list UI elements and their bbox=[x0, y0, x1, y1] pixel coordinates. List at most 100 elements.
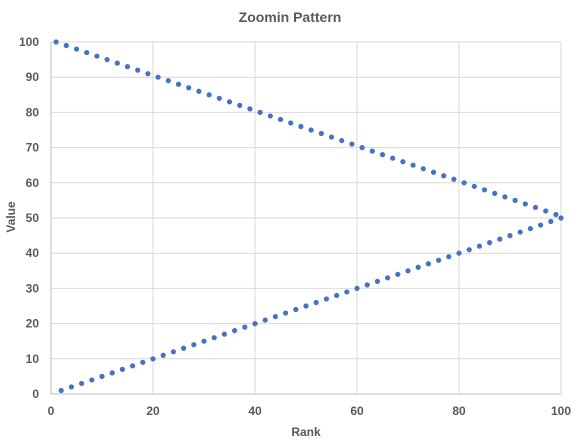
data-point bbox=[385, 275, 391, 281]
data-point bbox=[63, 42, 69, 49]
data-point bbox=[68, 384, 74, 390]
data-point bbox=[328, 134, 335, 140]
data-point bbox=[216, 95, 222, 101]
x-tick-label: 60 bbox=[350, 404, 364, 418]
data-point bbox=[415, 264, 421, 270]
data-point bbox=[507, 233, 513, 239]
data-point bbox=[522, 201, 528, 207]
y-tick-label: 60 bbox=[26, 176, 40, 190]
data-point bbox=[466, 247, 472, 253]
data-point bbox=[79, 380, 85, 387]
y-tick-label: 10 bbox=[26, 352, 40, 366]
data-point bbox=[334, 292, 340, 299]
data-point bbox=[140, 359, 146, 365]
data-point bbox=[155, 74, 161, 80]
data-point bbox=[130, 363, 136, 369]
data-point bbox=[461, 180, 467, 186]
data-point bbox=[446, 254, 452, 260]
data-point bbox=[242, 324, 248, 330]
tick-labels: 0 10 20 30 40 50 60 70 80 90 100 0 20 40 60 80 100 bbox=[19, 35, 571, 418]
data-point bbox=[543, 208, 549, 214]
data-point bbox=[344, 289, 350, 295]
data-point bbox=[400, 159, 406, 165]
data-point bbox=[247, 106, 253, 112]
data-point bbox=[369, 148, 375, 154]
data-point bbox=[145, 71, 151, 77]
data-point bbox=[538, 222, 544, 228]
y-tick-label: 70 bbox=[26, 141, 40, 155]
data-point bbox=[288, 120, 294, 126]
y-tick-label: 30 bbox=[26, 281, 40, 295]
data-point bbox=[53, 39, 59, 45]
data-point bbox=[441, 173, 447, 179]
data-point bbox=[471, 183, 477, 189]
data-point bbox=[451, 176, 457, 182]
data-point bbox=[99, 373, 105, 379]
data-point bbox=[221, 331, 227, 337]
data-point bbox=[395, 271, 401, 277]
chart-title: Zoomin Pattern bbox=[239, 9, 342, 25]
data-point bbox=[114, 60, 120, 66]
y-axis-label: Value bbox=[4, 201, 18, 233]
data-point bbox=[181, 345, 187, 351]
data-point bbox=[436, 257, 442, 263]
data-point bbox=[104, 57, 110, 63]
data-point bbox=[425, 261, 431, 267]
data-point bbox=[191, 342, 197, 348]
data-point bbox=[313, 299, 319, 306]
data-point bbox=[109, 370, 115, 376]
data-point bbox=[532, 204, 539, 211]
data-point bbox=[512, 197, 518, 203]
x-axis-label: Rank bbox=[291, 425, 321, 439]
data-point bbox=[170, 349, 176, 355]
data-point bbox=[277, 116, 284, 123]
data-point bbox=[497, 236, 503, 242]
data-point bbox=[527, 225, 534, 232]
data-point bbox=[374, 278, 380, 284]
x-tick-label: 0 bbox=[48, 404, 55, 418]
data-point bbox=[206, 92, 212, 98]
x-tick-label: 20 bbox=[146, 404, 160, 418]
data-point bbox=[165, 78, 171, 84]
data-point bbox=[420, 166, 426, 172]
data-point bbox=[58, 387, 64, 394]
y-tick-label: 0 bbox=[32, 387, 39, 401]
data-point bbox=[405, 268, 411, 274]
data-point bbox=[339, 137, 345, 144]
data-point bbox=[257, 109, 263, 115]
data-point bbox=[160, 352, 166, 358]
data-point bbox=[308, 127, 314, 133]
data-point bbox=[476, 243, 482, 249]
data-point bbox=[487, 240, 493, 246]
data-point bbox=[349, 141, 355, 147]
y-tick-label: 50 bbox=[26, 211, 40, 225]
data-point bbox=[135, 67, 141, 73]
data-point bbox=[175, 81, 182, 87]
data-points bbox=[53, 39, 564, 394]
data-point bbox=[232, 328, 238, 334]
data-point bbox=[226, 99, 233, 105]
data-point bbox=[548, 218, 554, 225]
data-point bbox=[298, 123, 304, 130]
data-point bbox=[211, 335, 217, 341]
data-point bbox=[186, 85, 192, 91]
data-point bbox=[267, 113, 273, 119]
y-tick-label: 100 bbox=[19, 35, 39, 49]
data-point bbox=[201, 338, 207, 344]
data-point bbox=[558, 215, 564, 221]
data-point bbox=[430, 169, 437, 175]
data-point bbox=[124, 64, 131, 70]
data-point bbox=[390, 155, 396, 161]
y-tick-label: 90 bbox=[26, 70, 40, 84]
data-point bbox=[359, 145, 365, 151]
data-point bbox=[354, 285, 360, 291]
data-point bbox=[456, 250, 462, 256]
data-point bbox=[517, 229, 523, 235]
data-point bbox=[492, 190, 498, 196]
data-point bbox=[73, 46, 80, 52]
data-point bbox=[272, 313, 278, 320]
data-point bbox=[283, 310, 289, 316]
data-point bbox=[553, 211, 559, 218]
data-point bbox=[89, 377, 95, 383]
data-point bbox=[94, 53, 100, 59]
